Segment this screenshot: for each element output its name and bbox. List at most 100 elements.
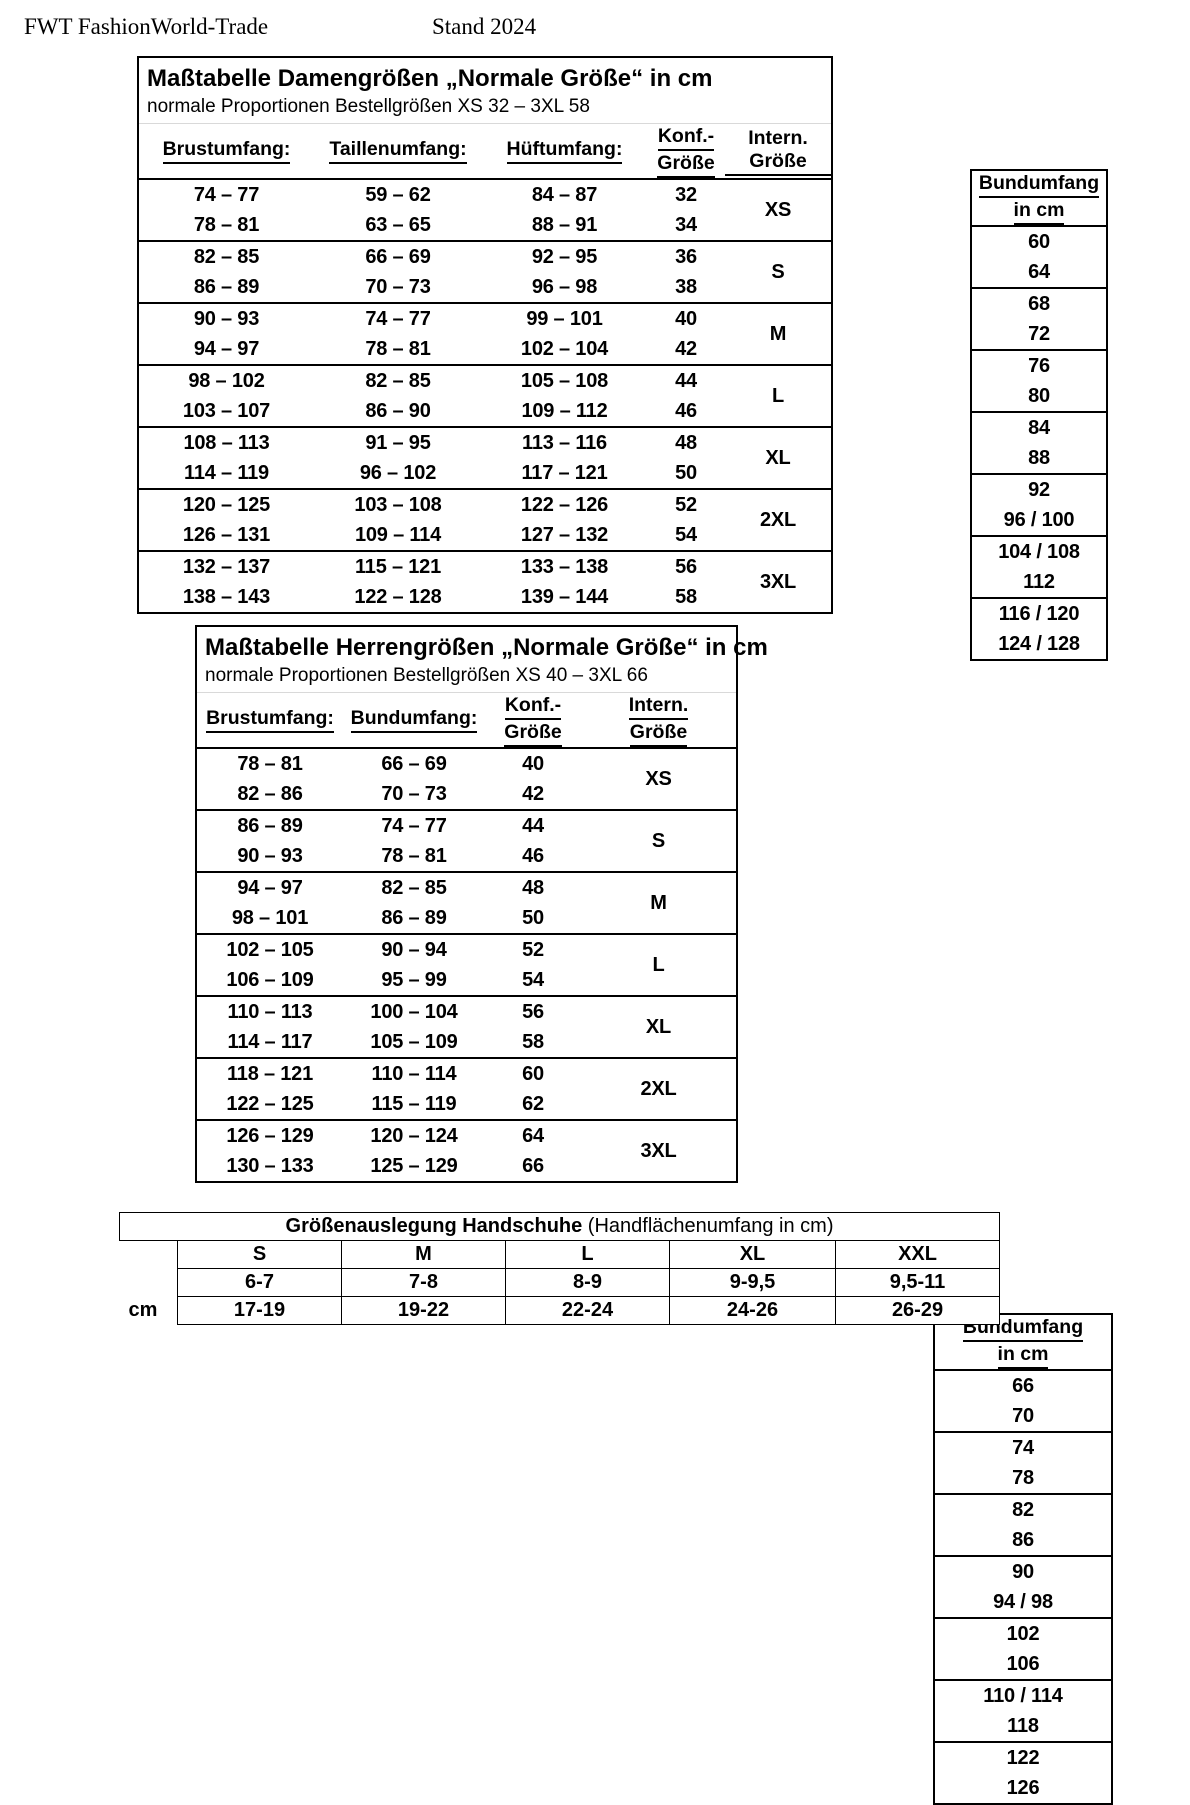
table-row: 82 bbox=[934, 1493, 1112, 1525]
cell-waist: 78 – 81 bbox=[381, 844, 447, 867]
gloves-unit-label: cm bbox=[128, 1299, 158, 1321]
men-header-row: Brustumfang: Bundumfang: Konf.- Größe In… bbox=[197, 693, 736, 748]
cell-konf: 42 bbox=[675, 337, 697, 360]
cell-chest: 90 – 93 bbox=[139, 302, 314, 334]
cell-bund: 80 bbox=[1028, 384, 1050, 407]
table-row: 78 bbox=[934, 1463, 1112, 1494]
men-col-header-chest: Brustumfang: bbox=[197, 693, 343, 748]
cell-chest: 78 – 81 bbox=[193, 213, 260, 236]
cell-chest: 98 – 102 bbox=[139, 364, 314, 396]
men-size-table: Maßtabelle Herrengrößen „Normale Größe“ … bbox=[195, 625, 1113, 1805]
cell-waist: 66 – 69 bbox=[314, 240, 482, 272]
table-row: 110 – 113 100 – 104 56 XL bbox=[197, 995, 736, 1058]
cell-bund: 116 / 120 bbox=[971, 597, 1107, 629]
table-row: 130 – 133 125 – 129 66 bbox=[197, 1151, 736, 1181]
cell-intern-size: L bbox=[725, 364, 831, 427]
gloves-cm-xxl: 26-29 bbox=[834, 1296, 1001, 1325]
cell-waist: 90 – 94 bbox=[343, 933, 485, 965]
cell-waist: 122 – 128 bbox=[354, 585, 442, 608]
cell-waist: 82 – 85 bbox=[314, 364, 482, 396]
cell-waist: 91 – 95 bbox=[314, 426, 482, 458]
table-row: 64 bbox=[971, 257, 1107, 288]
table-row: 106 – 109 95 – 99 54 bbox=[197, 965, 736, 996]
cell-chest: 78 – 81 bbox=[197, 747, 343, 779]
cell-hip: 88 – 91 bbox=[531, 213, 598, 236]
men-table-title-block: Maßtabelle Herrengrößen „Normale Größe“ … bbox=[197, 627, 768, 693]
table-row: 94 – 97 78 – 81 102 – 104 42 bbox=[139, 334, 831, 365]
table-row: 114 – 117 105 – 109 58 bbox=[197, 1027, 736, 1058]
cell-konf: 58 bbox=[522, 1030, 544, 1053]
cell-waist: 86 – 90 bbox=[365, 399, 431, 422]
women-table-main: Maßtabelle Damengrößen „Normale Größe“ i… bbox=[137, 56, 833, 614]
table-row: 132 – 137 115 – 121 133 – 138 56 3XL bbox=[139, 550, 831, 612]
table-row: 108 – 113 91 – 95 113 – 116 48 XL bbox=[139, 426, 831, 489]
cell-hip: 113 – 116 bbox=[482, 426, 647, 458]
cell-chest: 120 – 125 bbox=[139, 488, 314, 520]
table-row: 102 – 105 90 – 94 52 L bbox=[197, 933, 736, 996]
cell-chest: 118 – 121 bbox=[197, 1057, 343, 1089]
women-col-header-hip: Hüftumfang: bbox=[482, 124, 647, 179]
cell-hip: 133 – 138 bbox=[482, 550, 647, 582]
cell-bund: 84 bbox=[971, 411, 1107, 443]
gloves-glovesize-xxl: 9,5-11 bbox=[834, 1268, 1001, 1297]
gloves-size-xl: XL bbox=[669, 1240, 836, 1269]
table-row: 72 bbox=[971, 319, 1107, 350]
gloves-title-row: Größenauslegung Handschuhe (Handflächenu… bbox=[118, 1212, 1001, 1241]
cell-intern-size: 3XL bbox=[725, 550, 831, 612]
cell-chest: 103 – 107 bbox=[182, 399, 271, 422]
table-row: 90 – 93 74 – 77 99 – 101 40 M bbox=[139, 302, 831, 365]
cell-waist: 70 – 73 bbox=[365, 275, 431, 298]
cell-intern-size: XL bbox=[581, 995, 736, 1058]
cell-hip: 117 – 121 bbox=[521, 461, 608, 484]
cell-bund: 112 bbox=[1023, 570, 1055, 593]
table-row: 112 bbox=[971, 567, 1107, 598]
page-header: FWT FashionWorld-Trade Stand 2024 bbox=[24, 12, 1124, 42]
cell-konf: 50 bbox=[675, 461, 697, 484]
table-row: 118 bbox=[934, 1711, 1112, 1742]
cell-bund: 66 bbox=[934, 1369, 1112, 1401]
table-row: 94 / 98 bbox=[934, 1587, 1112, 1618]
cell-chest: 114 – 119 bbox=[184, 461, 269, 484]
cell-konf: 46 bbox=[522, 844, 544, 867]
table-row: 124 / 128 bbox=[971, 629, 1107, 660]
cell-hip: 96 – 98 bbox=[531, 275, 598, 298]
gloves-size-m: M bbox=[341, 1240, 506, 1269]
cell-konf: 34 bbox=[675, 213, 697, 236]
revision-date: Stand 2024 bbox=[432, 14, 537, 39]
cell-hip: 92 – 95 bbox=[482, 240, 647, 272]
cell-chest: 74 – 77 bbox=[139, 178, 314, 210]
gloves-glovesize-s: 6-7 bbox=[177, 1268, 342, 1297]
cell-chest: 132 – 137 bbox=[139, 550, 314, 582]
gloves-cm-m: 19-22 bbox=[341, 1296, 506, 1325]
table-row: 82 – 85 66 – 69 92 – 95 36 S bbox=[139, 240, 831, 303]
cell-bund: 82 bbox=[934, 1493, 1112, 1525]
cell-chest: 94 – 97 bbox=[193, 337, 260, 360]
cell-chest: 110 – 113 bbox=[197, 995, 343, 1027]
cell-chest: 94 – 97 bbox=[197, 871, 343, 903]
men-table-subtitle: normale Proportionen Bestellgrößen XS 40… bbox=[205, 665, 648, 686]
cell-chest: 82 – 85 bbox=[139, 240, 314, 272]
cell-konf: 52 bbox=[485, 933, 581, 965]
cell-waist: 120 – 124 bbox=[343, 1119, 485, 1151]
cell-intern-size: XS bbox=[725, 178, 831, 241]
cell-chest: 86 – 89 bbox=[193, 275, 260, 298]
cell-hip: 84 – 87 bbox=[482, 178, 647, 210]
cell-waist: 115 – 121 bbox=[314, 550, 482, 582]
cell-waist: 74 – 77 bbox=[314, 302, 482, 334]
table-row: 103 – 107 86 – 90 109 – 112 46 bbox=[139, 396, 831, 427]
table-row: 122 bbox=[934, 1741, 1112, 1773]
men-col-header-intern: Intern. Größe bbox=[581, 693, 736, 748]
gloves-cm-l: 22-24 bbox=[505, 1296, 670, 1325]
men-table-title: Maßtabelle Herrengrößen „Normale Größe“ … bbox=[205, 634, 768, 661]
table-row: 68 bbox=[971, 287, 1107, 319]
gloves-title-note: (Handflächenumfang in cm) bbox=[582, 1215, 834, 1237]
men-measurements-grid: Brustumfang: Bundumfang: Konf.- Größe In… bbox=[197, 693, 736, 1181]
table-row: 86 bbox=[934, 1525, 1112, 1556]
cell-chest: 82 – 86 bbox=[237, 782, 303, 805]
cell-waist: 115 – 119 bbox=[371, 1092, 457, 1115]
cell-bund: 122 bbox=[934, 1741, 1112, 1773]
cell-konf: 66 bbox=[522, 1154, 544, 1177]
table-row: 78 – 81 66 – 69 40 XS bbox=[197, 747, 736, 810]
cell-hip: 122 – 126 bbox=[482, 488, 647, 520]
cell-waist: 74 – 77 bbox=[343, 809, 485, 841]
